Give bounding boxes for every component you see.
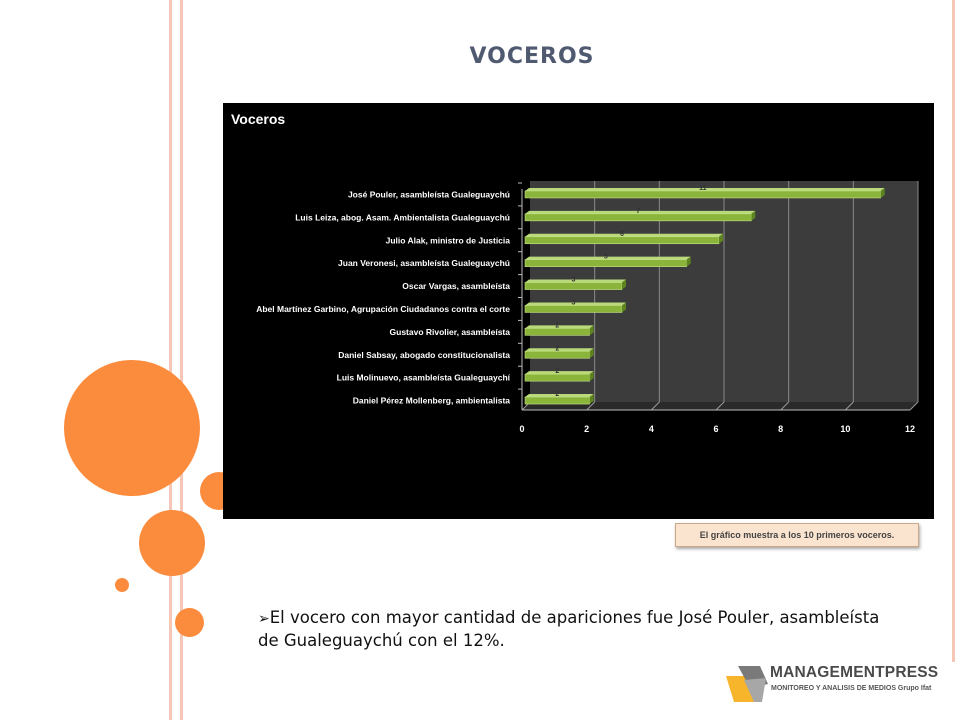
decor-circle-large — [64, 360, 200, 496]
bar-top — [525, 302, 626, 306]
x-tick-label: 2 — [584, 424, 589, 434]
category-label: Julio Alak, ministro de Justicia — [386, 235, 511, 245]
right-rule — [952, 0, 955, 720]
bar — [524, 350, 590, 359]
data-label: 7 — [636, 208, 640, 215]
logo-subtitle: MONITOREO Y ANALISIS DE MEDIOS Grupo Ifa… — [771, 685, 932, 692]
bar — [524, 396, 590, 405]
bar — [524, 328, 590, 336]
bar-top — [525, 279, 626, 283]
data-label: 6 — [620, 231, 624, 238]
chart-svg: 0 2 4 6 8 10 12 José Pouler, asambleísta Gualeg… — [256, 181, 919, 434]
bar-end — [686, 256, 691, 267]
bar-end — [751, 210, 756, 221]
bar-end — [589, 348, 594, 359]
x-tick-label: 10 — [840, 424, 850, 434]
slide-title: VOCEROS — [469, 44, 595, 69]
x-tick-label: 0 — [519, 424, 524, 434]
managementpress-logo: MANAGEMENTPRESS MONITOREO Y ANALISIS DE … — [726, 662, 960, 720]
bar-end — [589, 394, 594, 405]
bar — [524, 373, 590, 382]
category-label: Luis Molinuevo, asambleísta Gualeguaychí — [337, 373, 511, 383]
bar-end — [880, 187, 885, 198]
chart-title: Voceros — [231, 111, 286, 127]
bar-top — [525, 256, 691, 260]
bar-top — [525, 210, 756, 214]
bar — [524, 259, 687, 267]
bar — [524, 190, 881, 199]
bar-top — [525, 233, 723, 237]
logo-mark-icon — [726, 666, 768, 702]
bar — [524, 236, 720, 245]
summary-bullet: ➢El vocero con mayor cantidad de aparici… — [258, 607, 898, 652]
logo-name: MANAGEMENTPRESS — [770, 664, 939, 681]
chart-note-callout: El gráfico muestra a los 10 primeros voc… — [675, 523, 919, 547]
decor-circle-medium — [139, 510, 205, 576]
bar-top — [525, 348, 594, 352]
bar — [524, 305, 623, 313]
category-label: Daniel Sabsay, abogado constitucionalist… — [338, 350, 510, 360]
chart-panel: Voceros 0 2 4 6 8 10 12 José Pouler, asambleíst… — [223, 103, 934, 519]
bar-top — [525, 325, 594, 329]
category-label: Luis Leiza, abog. Asam. Ambientalista Gu… — [295, 212, 510, 222]
category-label: Gustavo Rivolier, asambleísta — [390, 327, 511, 337]
category-label: José Pouler, asambleísta Gualeguaychú — [348, 189, 510, 199]
grid-floor-line — [844, 401, 854, 411]
bar-end — [589, 371, 594, 382]
bullet-arrow-icon: ➢ — [258, 611, 270, 627]
decor-circle-small — [175, 608, 204, 637]
category-label: Oscar Vargas, asambleísta — [402, 281, 510, 291]
bar-end — [622, 302, 626, 313]
left-rule-inner — [180, 0, 183, 720]
grid-floor-line — [586, 401, 596, 411]
grid-floor-line — [780, 401, 790, 411]
x-tick-label: 6 — [713, 424, 718, 434]
chart-note-text: El gráfico muestra a los 10 primeros voc… — [699, 530, 895, 540]
data-label: 2 — [555, 322, 559, 329]
grid-floor-line — [650, 401, 660, 411]
bar-top — [525, 394, 594, 398]
category-label: Juan Veronesi, asambleísta Gualeguaychú — [338, 258, 510, 268]
grid-floor-line — [909, 401, 919, 411]
data-label: 11 — [699, 185, 707, 192]
category-label: Abel Martínez Garbino, Agrupación Ciudad… — [256, 304, 510, 314]
bar — [524, 282, 623, 290]
data-label: 3 — [572, 299, 576, 306]
data-label: 2 — [555, 345, 559, 352]
decor-circle-tiny — [115, 578, 129, 592]
bar-top — [525, 187, 885, 191]
x-tick-label: 12 — [905, 424, 915, 434]
bar-end — [589, 325, 594, 336]
summary-text: El vocero con mayor cantidad de aparicio… — [258, 608, 880, 650]
bar-end — [622, 279, 626, 290]
category-label: Daniel Pérez Mollenberg, ambientalista — [353, 396, 511, 406]
x-tick-label: 4 — [649, 424, 654, 434]
data-label: 3 — [572, 277, 576, 284]
grid-floor-line — [715, 401, 725, 411]
data-label: 2 — [555, 368, 559, 375]
data-label: 2 — [555, 391, 559, 398]
x-tick-label: 8 — [778, 424, 783, 434]
bar-end — [719, 233, 723, 244]
data-label: 5 — [604, 254, 608, 261]
bar-top — [525, 371, 594, 375]
left-rule-outer — [169, 0, 172, 720]
bar — [524, 213, 752, 222]
